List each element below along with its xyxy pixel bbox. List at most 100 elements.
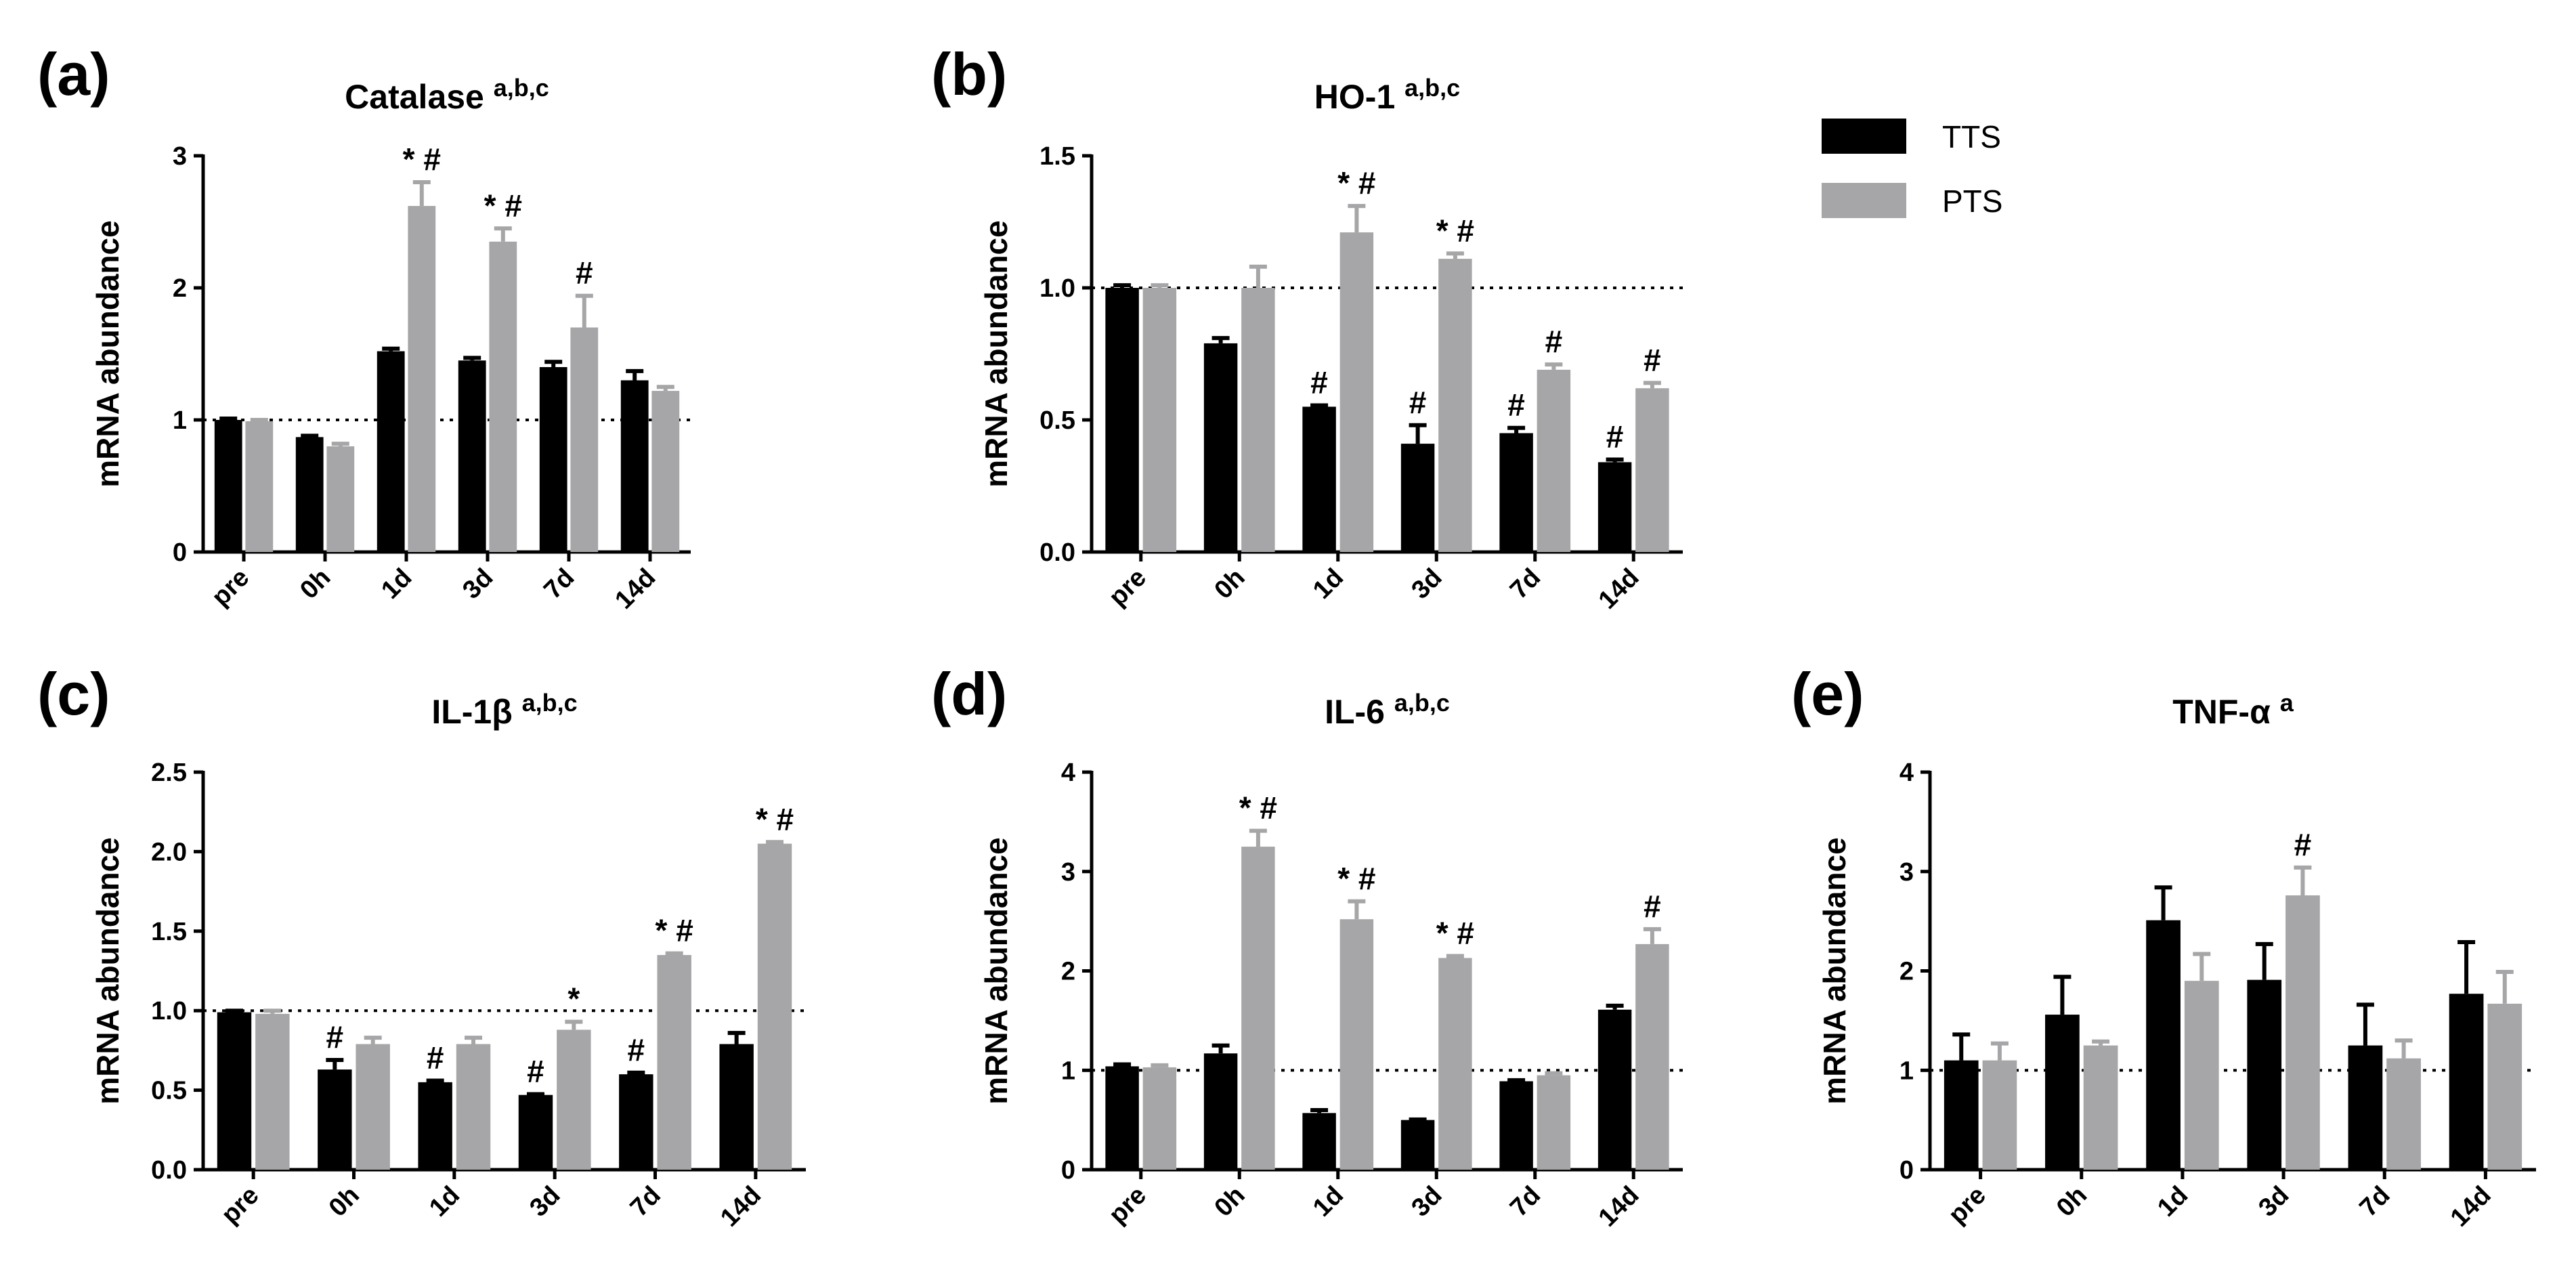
- x-tick-label: 14d: [715, 1181, 767, 1233]
- x-tick-label: 0h: [324, 1181, 365, 1223]
- x-tick-label: 14d: [609, 564, 661, 615]
- significance-mark: #: [1644, 889, 1661, 924]
- bar-tts-pre: [1944, 1060, 1979, 1170]
- x-tick-label: 7d: [538, 564, 580, 605]
- bar-tts-7d: [2348, 1045, 2383, 1170]
- bar-pts-1d: [2184, 981, 2219, 1170]
- chart-title: TNF-α a: [2172, 689, 2294, 731]
- chart-title-superscript: a,b,c: [1404, 74, 1460, 102]
- bar-tts-0h: [2045, 1015, 2080, 1170]
- bar-tts-3d: [458, 360, 486, 552]
- y-tick-label: 0.5: [151, 1077, 187, 1105]
- bar-pts-1d: [456, 1044, 491, 1170]
- panel-letter: (a): [37, 41, 110, 108]
- significance-mark: #: [427, 1040, 444, 1076]
- y-tick-label: 2: [173, 274, 187, 303]
- chart-title-superscript: a,b,c: [494, 74, 549, 102]
- y-tick-label: 1: [1061, 1057, 1075, 1085]
- panel-letter: (c): [37, 660, 110, 727]
- significance-mark: #: [326, 1019, 344, 1055]
- x-tick-label: 3d: [524, 1181, 565, 1223]
- bar-tts-1d: [418, 1082, 452, 1170]
- significance-mark: * #: [1337, 861, 1375, 896]
- x-tick-label: 1d: [424, 1181, 465, 1223]
- chart-panel-c: (c) IL-1β a,b,c mRNA abundance 0.0 0.5 1.0 1.5…: [37, 660, 806, 1233]
- bar-pts-3d: [2285, 895, 2320, 1170]
- panel-letter: (d): [931, 660, 1007, 727]
- legend-label: PTS: [1942, 184, 2002, 219]
- significance-mark: #: [1545, 324, 1563, 359]
- chart-panel-b: (b) HO-1 a,b,c mRNA abundance 0.0 0.5 1.0 1.5 p…: [931, 41, 1683, 615]
- bar-pts-1d: [1339, 919, 1374, 1170]
- chart-title-text: TNF-α: [2172, 693, 2279, 731]
- y-tick-label: 0: [173, 538, 187, 567]
- x-tick-label: 0h: [2051, 1181, 2092, 1223]
- y-tick-label: 2: [1899, 958, 1914, 986]
- chart-title-superscript: a,b,c: [1394, 689, 1450, 717]
- significance-mark: #: [1409, 385, 1427, 420]
- significance-mark: #: [1644, 342, 1661, 377]
- chart-title-text: Catalase: [345, 78, 494, 116]
- bar-pts-7d: [2386, 1058, 2421, 1170]
- chart-panel-d: (d) IL-6 a,b,c mRNA abundance 0 1 2 3 4 pre * # 0h…: [931, 660, 1683, 1233]
- y-tick-label: 3: [1899, 858, 1914, 887]
- bar-pts-0h: [1241, 847, 1275, 1170]
- bar-tts-3d: [2247, 979, 2282, 1170]
- significance-mark: * #: [1239, 790, 1277, 826]
- bar-pts-1d: [408, 206, 436, 552]
- x-tick-label: 7d: [625, 1181, 666, 1223]
- bar-pts-pre: [245, 421, 274, 552]
- y-tick-label: 0.5: [1039, 406, 1075, 435]
- x-tick-label: pre: [1104, 564, 1153, 612]
- x-tick-label: 7d: [1505, 564, 1546, 605]
- significance-mark: #: [527, 1053, 544, 1088]
- bar-tts-14d: [1597, 1009, 1632, 1170]
- significance-mark: #: [1606, 419, 1624, 454]
- y-tick-label: 2.0: [151, 838, 187, 866]
- significance-mark: #: [628, 1032, 645, 1067]
- x-tick-label: 1d: [376, 564, 417, 605]
- y-tick-label: 4: [1899, 759, 1914, 787]
- significance-mark: *: [567, 981, 580, 1017]
- x-tick-label: 1d: [1308, 1181, 1349, 1223]
- bar-tts-7d: [619, 1074, 653, 1170]
- x-tick-label: pre: [1104, 1181, 1153, 1230]
- x-tick-label: 14d: [1593, 1181, 1645, 1233]
- bar-pts-7d: [1537, 369, 1571, 552]
- bar-pts-pre: [1142, 1067, 1177, 1170]
- significance-mark: * #: [756, 801, 794, 836]
- bar-pts-0h: [1241, 288, 1275, 552]
- y-tick-label: 1.5: [151, 918, 187, 946]
- y-tick-label: 2.5: [151, 759, 187, 787]
- bar-tts-3d: [1400, 1120, 1435, 1170]
- x-tick-label: 3d: [1407, 1181, 1448, 1223]
- panel-letter: (e): [1791, 660, 1864, 727]
- bar-pts-14d: [1635, 943, 1669, 1170]
- significance-mark: * #: [484, 188, 522, 223]
- significance-mark: #: [1507, 387, 1525, 423]
- significance-mark: #: [576, 255, 593, 291]
- bar-tts-0h: [1203, 343, 1238, 552]
- y-tick-label: 1: [173, 406, 187, 435]
- x-tick-label: 0h: [1209, 1181, 1251, 1223]
- y-tick-label: 0: [1899, 1156, 1914, 1185]
- y-tick-label: 0.0: [1039, 538, 1075, 567]
- legend-swatch-tts: [1822, 119, 1906, 154]
- bar-tts-14d: [620, 380, 649, 552]
- significance-mark: * #: [1337, 165, 1375, 200]
- bar-tts-14d: [2449, 994, 2484, 1170]
- x-tick-label: 1d: [1308, 564, 1349, 605]
- bar-pts-3d: [1438, 958, 1472, 1170]
- y-tick-label: 1.0: [1039, 274, 1075, 303]
- bar-tts-1d: [1302, 406, 1336, 552]
- y-tick-label: 4: [1061, 759, 1075, 787]
- bar-tts-14d: [1597, 462, 1632, 552]
- x-tick-label: pre: [207, 564, 255, 612]
- bar-tts-pre: [217, 1012, 252, 1170]
- legend-swatch-pts: [1822, 183, 1906, 218]
- legend: TTS PTS: [1822, 119, 2002, 219]
- y-tick-label: 2: [1061, 958, 1075, 986]
- bar-pts-pre: [1982, 1060, 2017, 1170]
